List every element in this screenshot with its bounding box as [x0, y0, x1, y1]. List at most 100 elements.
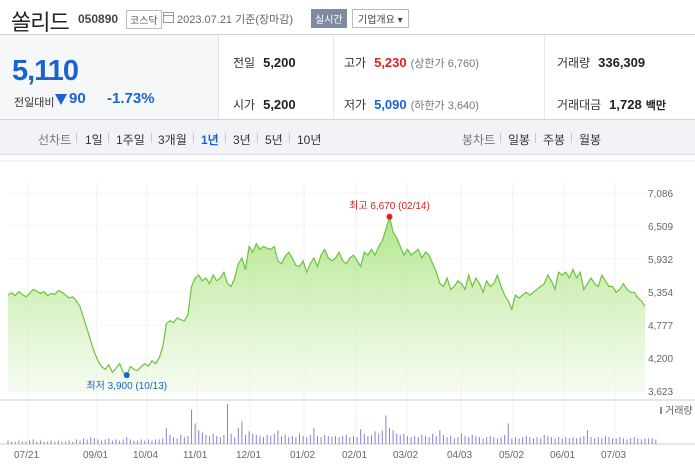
- volume-bar: [543, 434, 545, 444]
- volume-bar: [21, 441, 23, 444]
- volume-bar: [572, 437, 574, 444]
- volume-bar: [410, 437, 412, 444]
- volume-bar: [370, 434, 372, 444]
- tab-1d[interactable]: 1일: [85, 133, 103, 147]
- realtime-button[interactable]: 실시간: [311, 9, 347, 28]
- volume-bar: [504, 434, 506, 444]
- volume-bar: [108, 438, 110, 444]
- volume-bar: [209, 436, 211, 444]
- y-tick-label: 4,200: [648, 354, 673, 365]
- volume-bar: [266, 434, 268, 444]
- low-annotation: 최저 3,900 (10/13): [86, 380, 167, 392]
- x-tick-label: 12/01: [236, 450, 261, 461]
- volume-bar: [475, 436, 477, 444]
- volume-bar: [457, 437, 459, 444]
- prev-close-stat: 전일 5,200: [233, 54, 296, 71]
- x-tick-label: 07/21: [14, 450, 39, 461]
- divider: [225, 133, 226, 143]
- volume-bar: [104, 439, 106, 444]
- volume-bar: [122, 439, 124, 444]
- volume-bar: [263, 437, 265, 444]
- current-price: 5,110: [12, 55, 79, 87]
- axis-labels: 7,086 6,509 5,932 5,354 4,777 4,200 3,623 07/21…: [14, 189, 693, 461]
- volume-bar: [299, 433, 301, 444]
- volume-stat: 거래량 336,309: [557, 54, 645, 71]
- volume-bar: [180, 434, 182, 444]
- volume-bar: [223, 434, 225, 444]
- volume-bar: [644, 438, 646, 444]
- tab-10y[interactable]: 10년: [297, 133, 322, 147]
- price-area: [7, 214, 646, 391]
- tab-3m[interactable]: 3개월: [158, 133, 187, 147]
- high-annotation: 최고 6,670 (02/14): [349, 200, 430, 212]
- volume-bar: [381, 430, 383, 444]
- tab-monthly[interactable]: 월봉: [579, 133, 602, 147]
- price-area-fill: [8, 216, 645, 391]
- divider: [257, 133, 258, 143]
- high-stat: 고가 5,230 (상한가 6,760): [344, 54, 479, 71]
- volume-bar: [640, 439, 642, 444]
- tab-daily[interactable]: 일봉: [508, 133, 531, 147]
- tab-weekly[interactable]: 주봉: [543, 133, 566, 147]
- down-arrow-icon: [55, 94, 67, 105]
- volume-bar: [151, 440, 153, 444]
- volume-bar: [554, 438, 556, 444]
- volume-bar: [406, 436, 408, 444]
- line-chart-label: 선차트: [38, 133, 72, 147]
- volume-bar: [500, 437, 502, 444]
- volume-bar: [583, 436, 585, 444]
- x-tick-label: 11/01: [183, 450, 208, 461]
- volume-bar: [558, 437, 560, 444]
- volume-bar: [230, 433, 232, 444]
- company-overview-dropdown[interactable]: 기업개요 ▾: [352, 9, 409, 28]
- price-line: [7, 214, 646, 377]
- volume-bar: [245, 434, 247, 444]
- volume-bar: [198, 430, 200, 444]
- volume-bar: [32, 439, 34, 444]
- volume-bar: [489, 436, 491, 444]
- volume-bar: [525, 436, 527, 444]
- volume-bar: [576, 438, 578, 444]
- tab-3y[interactable]: 3년: [233, 133, 251, 147]
- divider: [500, 133, 501, 143]
- x-tick-label: 03/02: [393, 450, 418, 461]
- volume-bar: [7, 440, 9, 444]
- volume-bar: [65, 441, 67, 444]
- volume-bar: [468, 437, 470, 444]
- volume-bar: [547, 436, 549, 444]
- volume-bar: [414, 436, 416, 444]
- volume-bar: [615, 438, 617, 444]
- volume-bar: [356, 437, 358, 444]
- base-date: 2023.07.21 기준(장마감): [177, 14, 294, 26]
- volume-bar: [338, 437, 340, 444]
- volume-bar: [147, 439, 149, 444]
- volume-bar: [255, 434, 257, 444]
- volume-bar: [612, 438, 614, 444]
- volume-bar: [115, 439, 117, 444]
- volume-bar: [227, 404, 229, 444]
- tab-1w[interactable]: 1주일: [116, 133, 145, 147]
- volume-bar: [216, 436, 218, 444]
- volume-bar: [622, 438, 624, 444]
- volume-bar: [496, 438, 498, 444]
- open-stat: 시가 5,200: [233, 96, 296, 113]
- volume-bar: [630, 438, 632, 444]
- tab-1y[interactable]: 1년: [201, 133, 219, 147]
- volume-bar: [579, 437, 581, 444]
- volume-bar: [270, 436, 272, 444]
- volume-bar: [234, 437, 236, 444]
- tab-5y[interactable]: 5년: [265, 133, 283, 147]
- prev-close-label: 전일: [233, 56, 256, 70]
- volume-bar: [302, 436, 304, 444]
- amount-stat: 거래대금 1,728 백만: [557, 96, 666, 113]
- volume-bar: [392, 430, 394, 444]
- volume-bar: [309, 434, 311, 444]
- volume-legend-swatch: [660, 407, 662, 414]
- volume-bar: [111, 440, 113, 444]
- volume-bar: [277, 430, 279, 444]
- volume-bar: [471, 434, 473, 444]
- high-value: 5,230: [374, 55, 407, 70]
- volume-bar: [594, 438, 596, 444]
- volume-bar: [586, 430, 588, 444]
